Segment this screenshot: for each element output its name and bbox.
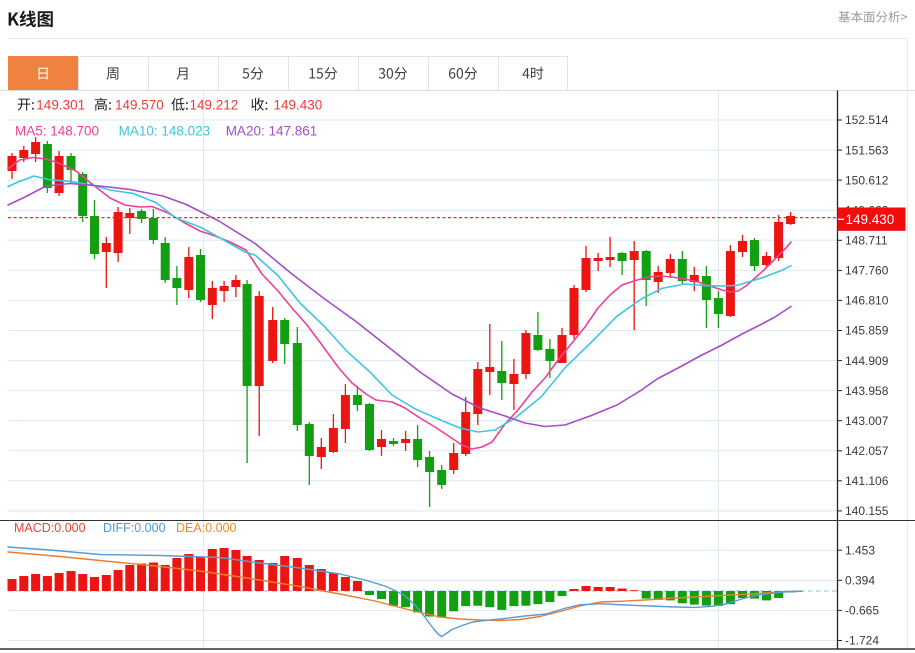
svg-text:142.057: 142.057 [845, 444, 889, 458]
svg-text:146.810: 146.810 [845, 294, 889, 308]
svg-text:DEA:0.000: DEA:0.000 [176, 521, 237, 535]
svg-text:1.453: 1.453 [845, 543, 875, 557]
svg-text:151.563: 151.563 [845, 143, 889, 157]
svg-text:150.612: 150.612 [845, 173, 889, 187]
svg-text:149.430: 149.430 [274, 98, 323, 113]
svg-text:149.430: 149.430 [846, 212, 895, 227]
svg-text:-0.665: -0.665 [845, 604, 879, 618]
svg-text:-1.724: -1.724 [845, 634, 879, 648]
svg-text:MACD:0.000: MACD:0.000 [14, 521, 86, 535]
svg-text:140.155: 140.155 [845, 504, 889, 518]
svg-text:148.711: 148.711 [845, 234, 888, 248]
svg-text:DIFF:0.000: DIFF:0.000 [103, 521, 166, 535]
svg-text:145.859: 145.859 [845, 324, 889, 338]
svg-text:144.909: 144.909 [845, 354, 889, 368]
svg-text:149.301: 149.301 [36, 98, 85, 113]
svg-text:MA5: 148.700: MA5: 148.700 [15, 124, 99, 139]
svg-text:149.570: 149.570 [115, 98, 164, 113]
svg-text:0.394: 0.394 [845, 574, 875, 588]
svg-text:147.760: 147.760 [845, 264, 889, 278]
svg-text:149.212: 149.212 [190, 98, 239, 113]
svg-text:141.106: 141.106 [845, 474, 889, 488]
svg-text:MA20: 147.861: MA20: 147.861 [226, 124, 318, 139]
svg-text:152.514: 152.514 [845, 113, 889, 127]
svg-text:143.958: 143.958 [845, 384, 889, 398]
svg-text:143.007: 143.007 [845, 414, 889, 428]
svg-text:MA10: 148.023: MA10: 148.023 [119, 124, 211, 139]
